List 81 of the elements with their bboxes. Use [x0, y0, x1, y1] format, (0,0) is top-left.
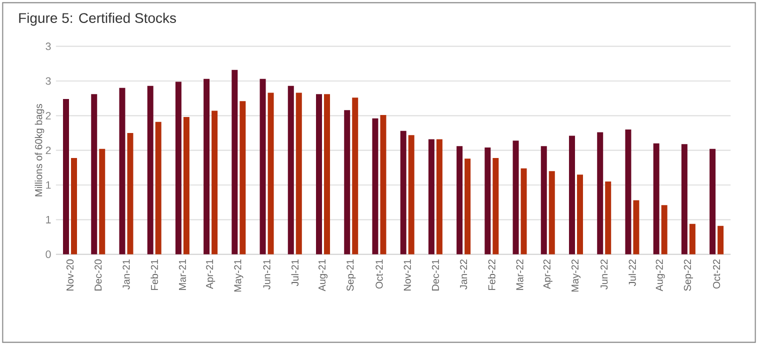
bar — [260, 78, 266, 254]
x-tick-label: Jul-22 — [628, 260, 636, 286]
bar — [710, 148, 716, 254]
x-tick-label: Mar-21 — [178, 260, 186, 290]
bar — [296, 92, 302, 254]
x-tick-label: Nov-21 — [404, 260, 411, 290]
x-tick-label: Jan-22 — [460, 260, 468, 290]
x-tick-label: Dec-21 — [432, 260, 439, 290]
bar — [576, 174, 583, 254]
x-tick-label: Aug-21 — [318, 260, 328, 292]
y-tick-label: 2 — [46, 146, 51, 154]
bar — [661, 205, 668, 254]
x-tick-label: Mar-22 — [516, 260, 524, 290]
bar — [212, 110, 218, 254]
bar — [240, 101, 246, 254]
y-tick-label: 0 — [46, 250, 51, 258]
y-tick-label: 1 — [46, 216, 51, 224]
bar — [175, 82, 182, 254]
bar — [372, 118, 378, 254]
bar — [464, 158, 471, 254]
bar — [681, 144, 688, 254]
bar — [344, 110, 350, 254]
bar — [183, 117, 190, 254]
y-axis-title: Millions of 60kg bags — [34, 104, 44, 196]
y-tick-label: 3 — [46, 42, 51, 50]
bar — [689, 224, 696, 254]
y-tick-label: 1 — [46, 181, 51, 189]
bar — [456, 146, 463, 254]
x-tick-label: Apr-21 — [206, 260, 216, 290]
bar — [718, 226, 724, 254]
x-tick-label: Feb-22 — [488, 260, 496, 290]
bar — [492, 158, 499, 254]
x-tick-label: Jun-21 — [263, 260, 270, 290]
bar — [63, 99, 70, 254]
x-tick-label: Dec-20 — [94, 259, 102, 290]
bar — [380, 114, 386, 254]
bar — [633, 200, 640, 254]
bar — [597, 132, 604, 254]
bar — [99, 148, 106, 254]
x-tick-label: Oct-22 — [713, 260, 720, 289]
x-tick-label: Jun-22 — [600, 260, 608, 290]
bar — [268, 92, 274, 254]
bar — [540, 146, 547, 254]
chart-title: Figure 5: Certified Stocks — [19, 12, 176, 26]
bar — [605, 182, 612, 254]
bar — [288, 86, 294, 254]
x-tick-label: Sep-22 — [684, 260, 693, 291]
x-tick-label: Aug-22 — [656, 260, 665, 292]
x-tick-label: Apr-22 — [543, 260, 552, 290]
bar — [352, 98, 358, 254]
bar — [408, 135, 414, 254]
y-tick-label: 2 — [46, 112, 51, 120]
bar — [147, 86, 154, 254]
x-tick-label: Sep-21 — [346, 260, 356, 291]
bar — [568, 136, 575, 254]
bar — [400, 130, 406, 254]
x-tick-label: Nov-20 — [66, 259, 74, 290]
bar — [324, 94, 330, 254]
bar — [512, 140, 519, 254]
x-tick-label: Feb-21 — [150, 260, 158, 290]
bar — [484, 148, 491, 254]
bar — [625, 130, 632, 254]
bar — [548, 171, 555, 254]
x-tick-label: Jul-21 — [291, 260, 299, 286]
bar — [71, 158, 78, 254]
y-tick-label: 3 — [46, 77, 51, 85]
bar — [204, 78, 210, 254]
bar — [436, 139, 442, 254]
bar — [520, 168, 527, 254]
bar — [232, 70, 238, 254]
x-tick-label: Jan-21 — [122, 260, 130, 290]
bar — [127, 132, 134, 254]
x-tick-label: Oct-21 — [376, 260, 383, 289]
bar — [155, 122, 162, 254]
bar — [91, 94, 98, 254]
bar — [653, 143, 660, 254]
bar — [119, 88, 126, 254]
bar — [316, 94, 322, 254]
bar — [428, 139, 434, 254]
x-tick-label: May-21 — [234, 260, 244, 292]
x-tick-label: May-22 — [571, 260, 581, 292]
